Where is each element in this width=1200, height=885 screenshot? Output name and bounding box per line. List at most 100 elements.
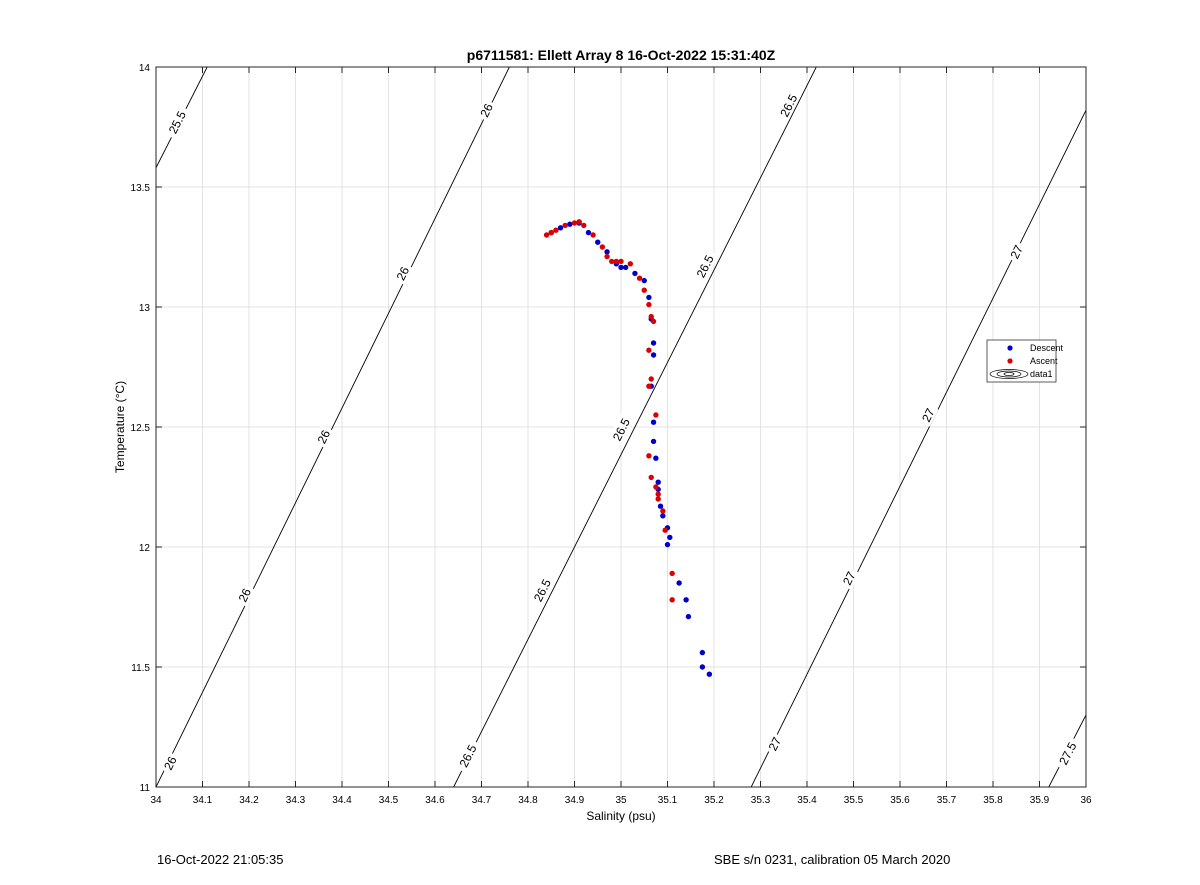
descent-point	[646, 294, 652, 301]
descent-point	[650, 419, 657, 425]
x-tick-label: 35	[615, 795, 627, 806]
descent-point	[660, 513, 666, 519]
footer-timestamp: 16-Oct-2022 21:05:35	[157, 852, 284, 867]
legend-box	[986, 339, 1057, 383]
ascent-point	[662, 527, 668, 533]
x-tick-label: 34.9	[565, 795, 585, 806]
y-tick-label: 13	[139, 303, 151, 314]
descent-point	[557, 225, 564, 231]
svg-text:27: 27	[1007, 243, 1026, 261]
legend-ascent-label: Ascent	[1030, 356, 1058, 366]
descent-point	[618, 264, 624, 271]
ascent-point	[609, 258, 615, 265]
svg-text:26: 26	[394, 264, 413, 282]
y-tick-label: 12.5	[131, 423, 151, 434]
ascent-point	[646, 383, 652, 389]
contour-label: 27	[1005, 240, 1027, 264]
legend-contour-icon	[989, 369, 1029, 379]
contour-labels: 25.5 262626262626.526.526.526.526.5272727…	[159, 87, 1081, 775]
ascent-point	[646, 301, 652, 308]
ascent-point	[641, 287, 647, 293]
descent-point	[622, 264, 629, 271]
ascent-point	[646, 347, 652, 353]
contour-label: 26	[312, 424, 334, 449]
ascent-point	[646, 453, 652, 459]
legend-ascent-marker	[1007, 358, 1013, 364]
footer-calibration: SBE s/n 0231, calibration 05 March 2020	[714, 852, 951, 867]
ascent-point	[548, 229, 554, 236]
data-points	[543, 219, 713, 677]
descent-point	[683, 597, 689, 603]
ascent-point	[650, 318, 657, 325]
contour-27	[750, 110, 1086, 787]
descent-point	[699, 649, 706, 656]
descent-point	[641, 277, 647, 284]
descent-point	[676, 580, 682, 586]
y-tick-label: 13.5	[131, 183, 151, 194]
ascent-point	[648, 313, 654, 320]
ascent-point	[655, 491, 661, 497]
contour-label: 26	[475, 98, 497, 122]
descent-point	[604, 249, 610, 255]
ascent-point	[571, 220, 578, 226]
svg-text:26: 26	[315, 427, 334, 445]
contour-label: 26	[159, 751, 181, 775]
x-tick-label: 34.5	[379, 795, 399, 806]
descent-point	[706, 671, 713, 677]
x-tick-label: 34.1	[193, 795, 213, 806]
ascent-point	[669, 570, 675, 577]
svg-text:26: 26	[477, 101, 496, 119]
x-axis-ticks: 34 34.1 34.2 34.3 34.4 34.5 34.6 34.7 34.8 34.9 35…	[150, 67, 1092, 806]
legend-descent-marker	[1007, 345, 1013, 351]
legend-descent-label: Descent	[1030, 343, 1064, 353]
svg-text:26: 26	[161, 754, 180, 772]
x-axis-label: Salinity (psu)	[586, 809, 655, 823]
descent-point	[632, 270, 638, 277]
ascent-point	[604, 253, 610, 260]
svg-text:27: 27	[766, 735, 785, 753]
contour-label: 27	[763, 732, 785, 756]
x-tick-label: 35.5	[844, 795, 864, 806]
ascent-point	[655, 496, 661, 502]
ascent-point	[648, 474, 654, 481]
contour-26-5	[453, 67, 817, 787]
ascent-point	[590, 232, 596, 238]
x-tick-label: 35.3	[751, 795, 771, 806]
ascent-point	[553, 227, 559, 233]
descent-point	[650, 438, 657, 445]
descent-point	[595, 239, 601, 245]
x-tick-label: 35.1	[658, 795, 678, 806]
ascent-point	[618, 258, 624, 265]
series-descent	[548, 220, 713, 677]
ascent-point	[653, 484, 659, 490]
x-tick-label: 35.6	[890, 795, 910, 806]
svg-text:27: 27	[840, 569, 859, 587]
x-tick-label: 34.7	[472, 795, 492, 806]
descent-point	[650, 340, 657, 346]
contour-label: 27	[838, 566, 860, 590]
ascent-point	[543, 232, 550, 238]
x-tick-label: 35.4	[797, 795, 817, 806]
x-tick-label: 34.8	[518, 795, 538, 806]
descent-point	[685, 613, 692, 620]
legend-data1-label: data1	[1030, 369, 1053, 379]
chart-title: p6711581: Ellett Array 8 16-Oct-2022 15:…	[467, 47, 776, 63]
ascent-point	[613, 258, 620, 265]
series-ascent	[543, 219, 675, 603]
density-contours	[156, 67, 1086, 787]
x-tick-label: 34.3	[286, 795, 306, 806]
descent-point	[657, 503, 664, 509]
descent-point	[567, 221, 573, 227]
y-tick-label: 11.5	[131, 663, 150, 674]
ascent-point	[581, 222, 587, 229]
y-axis-label: Temperature (°C)	[113, 381, 127, 473]
x-tick-label: 36	[1080, 795, 1092, 806]
ascent-point	[627, 261, 633, 267]
ascent-point	[653, 412, 659, 418]
x-tick-label: 35.2	[704, 795, 724, 806]
svg-text:26: 26	[236, 586, 255, 604]
ascent-point	[648, 376, 654, 382]
ascent-point	[562, 222, 568, 229]
contour-label: 26	[391, 261, 413, 286]
